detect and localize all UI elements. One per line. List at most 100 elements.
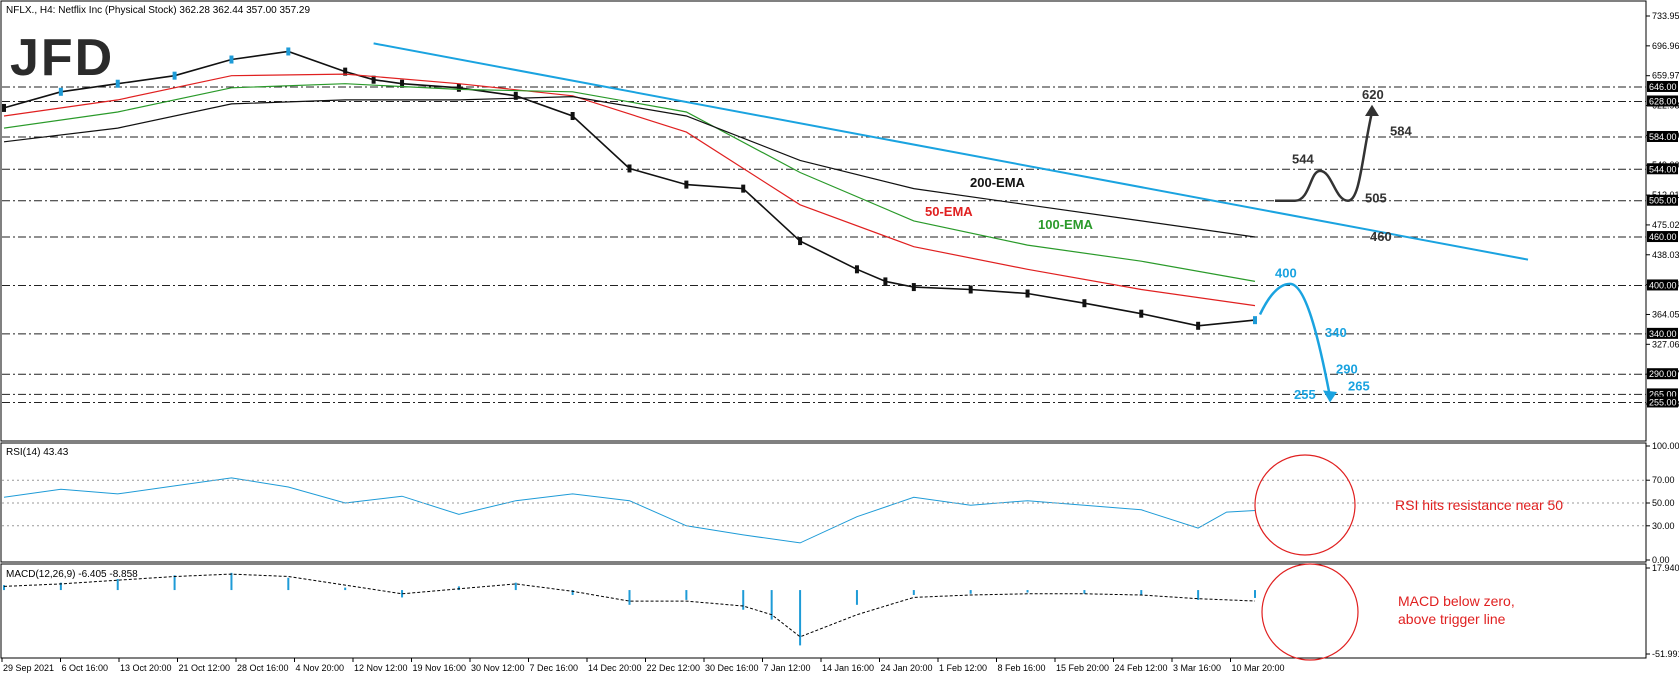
- macd-axis-label: 17.940: [1652, 563, 1679, 573]
- level-label: 340.00: [1649, 329, 1677, 339]
- rsi-axis-label: 70.00: [1652, 475, 1675, 485]
- price-candle: [229, 55, 234, 64]
- series-100-ema: [3, 83, 1256, 282]
- price-candle: [115, 79, 120, 88]
- ema200-label: 200-EMA: [970, 175, 1026, 190]
- level-label: 265.00: [1649, 389, 1677, 399]
- price-candle: [172, 71, 177, 80]
- bull-label-544: 544: [1292, 152, 1314, 167]
- level-label-box: [1647, 368, 1678, 380]
- bull-label-505: 505: [1365, 190, 1387, 205]
- price-series-group: [2, 42, 1529, 330]
- time-axis-label: 21 Oct 12:00: [179, 663, 231, 673]
- price-candle: [1196, 321, 1201, 330]
- time-axis-label: 14 Jan 16:00: [822, 663, 874, 673]
- level-label-box: [1647, 80, 1678, 92]
- time-axis-label: 7 Dec 16:00: [530, 663, 579, 673]
- macd-title: MACD(12,26,9) -6.405 -8.858: [6, 569, 138, 580]
- price-candle: [58, 87, 63, 96]
- level-label: 505.00: [1649, 196, 1677, 206]
- bearish-scenario-path: [1258, 282, 1332, 398]
- rsi-annotation: RSI hits resistance near 50: [1395, 497, 1563, 513]
- trend-level-label: 460: [1370, 229, 1392, 244]
- bear-label-400: 400: [1275, 265, 1297, 280]
- price-candle: [1253, 316, 1257, 325]
- level-label: 255.00: [1649, 397, 1677, 407]
- price-candle: [2, 103, 6, 112]
- time-axis-label: 13 Oct 20:00: [120, 663, 172, 673]
- descending-trendline: [373, 42, 1529, 261]
- time-axis-label: 28 Oct 16:00: [237, 663, 289, 673]
- level-label: 460.00: [1649, 232, 1677, 242]
- time-axis-label: 14 Dec 20:00: [588, 663, 642, 673]
- level-label: 290.00: [1649, 369, 1677, 379]
- jfd-logo: JFD: [10, 29, 114, 87]
- time-axis-label: 6 Oct 16:00: [62, 663, 109, 673]
- price-level-lines: [2, 86, 1646, 403]
- time-axis-label: 4 Nov 20:00: [296, 663, 345, 673]
- time-axis-label: 3 Mar 16:00: [1173, 663, 1221, 673]
- level-label-box: [1647, 279, 1678, 291]
- bear-label-340: 340: [1325, 325, 1347, 340]
- time-axis: 29 Sep 2021 6 Oct 16:00 13 Oct 20:00 21 Oct…: [1, 658, 1285, 673]
- price-candle: [570, 112, 575, 121]
- price-axis-label: 438.03: [1652, 250, 1679, 260]
- level-label-box: [1647, 163, 1678, 175]
- price-axis-label: 733.95: [1652, 11, 1679, 21]
- time-axis-label: 22 Dec 12:00: [647, 663, 701, 673]
- level-label-box: [1647, 95, 1678, 107]
- price-candle: [741, 184, 746, 193]
- rsi-axis: 100.00 70.00 50.00 30.00 0.00: [2, 441, 1679, 565]
- bear-label-265: 265: [1348, 378, 1370, 393]
- time-axis-label: 29 Sep 2021: [3, 663, 54, 673]
- bear-label-290: 290: [1336, 361, 1358, 376]
- bull-label-584: 584: [1390, 123, 1412, 138]
- time-axis-label: 10 Mar 20:00: [1232, 663, 1285, 673]
- bull-label-620: 620: [1362, 87, 1384, 102]
- rsi-axis-label: 50.00: [1652, 498, 1675, 508]
- rsi-axis-label: 100.00: [1652, 441, 1679, 451]
- price-candle: [286, 47, 291, 56]
- level-label-box: [1647, 130, 1678, 142]
- rsi-title: RSI(14) 43.43: [6, 447, 69, 458]
- price-candle: [911, 283, 916, 292]
- time-axis-label: 12 Nov 12:00: [354, 663, 408, 673]
- price-axis-label: 659.97: [1652, 71, 1679, 81]
- time-axis-label: 30 Nov 12:00: [471, 663, 525, 673]
- macd-series-group: [3, 572, 1256, 646]
- rsi-highlight-circle: [1254, 454, 1356, 556]
- series-200-ema: [3, 95, 1256, 238]
- price-candle: [1139, 309, 1144, 318]
- time-axis-label: 7 Jan 12:00: [764, 663, 811, 673]
- bullish-scenario-path: [1275, 111, 1374, 202]
- ema100-label: 100-EMA: [1038, 217, 1094, 232]
- series-macd-signal: [3, 573, 1256, 638]
- level-label-box: [1647, 231, 1678, 243]
- level-label: 400.00: [1649, 280, 1677, 290]
- macd-axis: 17.940 -51.991: [1646, 563, 1679, 659]
- series-price: [3, 50, 1256, 327]
- level-label: 584.00: [1649, 132, 1677, 142]
- rsi-axis-label: 30.00: [1652, 521, 1675, 531]
- price-candle: [968, 285, 973, 294]
- price-axis-label: 475.02: [1652, 220, 1679, 230]
- level-label-box: [1647, 396, 1678, 408]
- macd-annotation-line2: above trigger line: [1398, 611, 1506, 627]
- price-candle: [798, 237, 803, 246]
- time-axis-label: 30 Dec 16:00: [705, 663, 759, 673]
- bear-label-255: 255: [1294, 387, 1316, 402]
- price-candle: [627, 164, 632, 173]
- time-axis-label: 24 Feb 12:00: [1115, 663, 1168, 673]
- time-axis-label: 1 Feb 12:00: [939, 663, 987, 673]
- price-candle: [400, 79, 405, 88]
- level-label: 628.00: [1649, 96, 1677, 106]
- level-label-box: [1647, 388, 1678, 400]
- price-axis-label: 364.05: [1652, 309, 1679, 319]
- symbol-header: NFLX., H4: Netflix Inc (Physical Stock) …: [6, 5, 310, 16]
- macd-annotation-line1: MACD below zero,: [1398, 593, 1515, 609]
- price-candle: [854, 265, 859, 274]
- level-label-box: [1647, 194, 1678, 206]
- series-rsi: [3, 477, 1256, 544]
